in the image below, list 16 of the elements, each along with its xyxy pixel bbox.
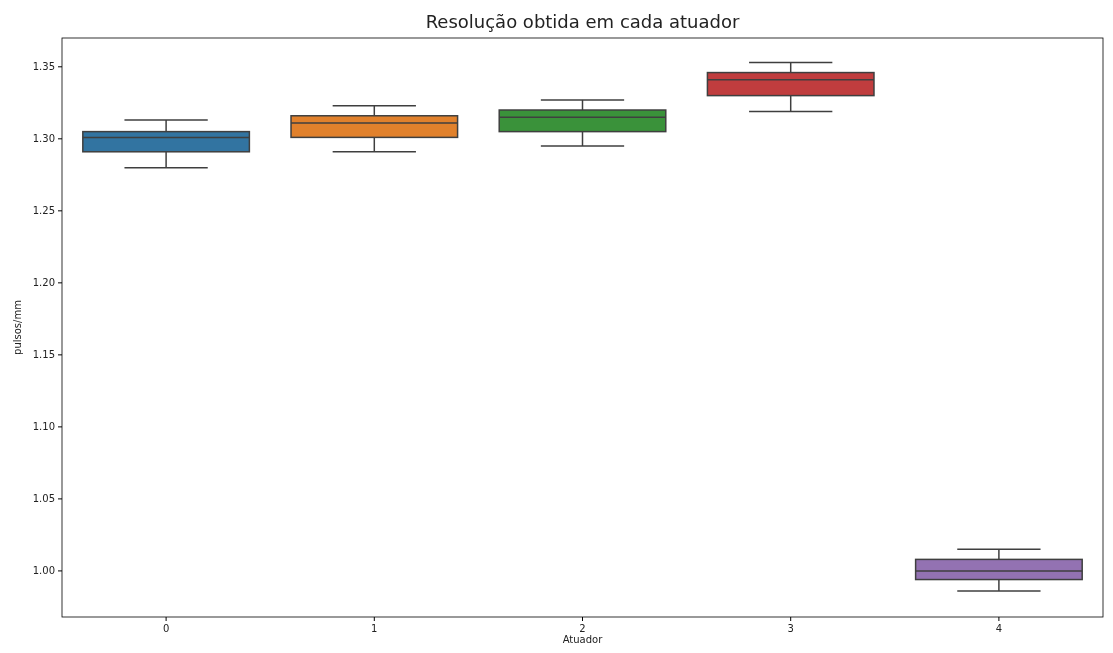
x-axis-title: Atuador <box>562 634 604 645</box>
y-tick-label: 1.25 <box>32 205 55 217</box>
y-tick-label: 1.15 <box>32 349 55 361</box>
y-tick-label: 1.05 <box>32 493 55 505</box>
x-tick-label: 4 <box>995 623 1003 634</box>
chart-title: Resolução obtida em cada atuador <box>425 11 740 32</box>
x-tick-label: 2 <box>579 623 586 634</box>
y-tick-label: 1.30 <box>32 133 55 145</box>
y-tick-label: 1.00 <box>32 565 55 577</box>
y-tick-label: 1.35 <box>32 61 55 73</box>
y-tick-label: 1.10 <box>32 421 55 433</box>
x-tick-label: 1 <box>371 623 378 634</box>
y-tick-label: 1.20 <box>32 277 55 289</box>
y-axis-title: pulsos/mm <box>12 300 23 355</box>
x-tick-label: 3 <box>787 623 794 634</box>
x-tick-label: 0 <box>162 623 170 634</box>
